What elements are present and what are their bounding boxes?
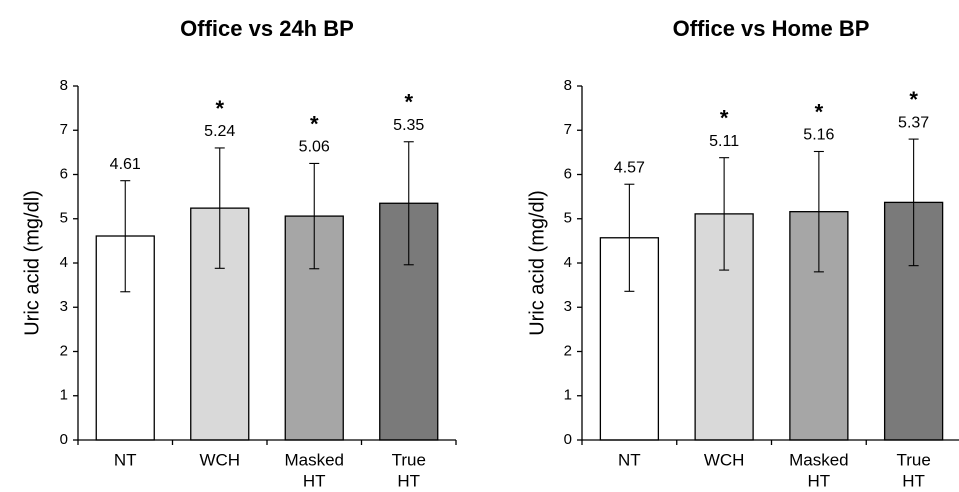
significance-marker: * (310, 111, 319, 136)
y-axis-label: Uric acid (mg/dl) (526, 190, 548, 336)
chart-panel-2: Office vs Home BP Uric acid (mg/dl) 0 1 2 3 4 5… (526, 16, 959, 490)
data-label: 5.16 (803, 127, 834, 144)
x-tick-label: WCH (704, 450, 745, 469)
y-tick-label: 6 (564, 165, 572, 182)
y-tick-label: 8 (564, 77, 572, 94)
data-label: 4.61 (110, 156, 141, 173)
y-tick-label: 2 (60, 342, 68, 359)
significance-marker: * (909, 87, 918, 112)
y-tick-label: 1 (564, 387, 572, 404)
x-tick-label: NT (114, 450, 137, 469)
significance-marker: * (404, 90, 413, 115)
significance-marker: * (720, 105, 729, 130)
data-label: 5.24 (204, 123, 235, 140)
y-tick-label: 2 (564, 342, 572, 359)
y-tick-label: 3 (564, 298, 572, 315)
data-label: 5.06 (299, 139, 330, 156)
y-tick-label: 6 (60, 165, 68, 182)
y-tick-label: 5 (564, 210, 572, 227)
y-tick-label: 4 (564, 254, 572, 271)
y-axis-label: Uric acid (mg/dl) (21, 190, 43, 336)
x-tick-label: True (392, 450, 426, 469)
y-tick-label: 5 (60, 210, 68, 227)
y-tick-label: 8 (60, 77, 68, 94)
significance-marker: * (815, 99, 824, 124)
y-tick-label: 7 (60, 121, 68, 138)
significance-marker: * (215, 96, 224, 121)
x-tick-label: Masked (789, 450, 849, 469)
data-label: 5.35 (393, 117, 424, 134)
y-tick-label: 3 (60, 298, 68, 315)
x-tick-label: Masked (284, 450, 344, 469)
x-tick-label: WCH (199, 450, 240, 469)
y-tick-label: 0 (60, 431, 68, 448)
y-tick-label: 7 (564, 121, 572, 138)
x-tick-label: True (896, 450, 930, 469)
chart-title: Office vs Home BP (673, 16, 870, 41)
x-tick-label: NT (618, 450, 641, 469)
x-tick-label: HT (902, 471, 925, 490)
data-label: 4.57 (614, 159, 645, 176)
chart-panel-1: Office vs 24h BP Uric acid (mg/dl) 0 1 2 3 4 5 6… (21, 16, 457, 490)
data-label: 5.37 (898, 114, 929, 131)
x-tick-label: HT (808, 471, 831, 490)
x-tick-label: HT (397, 471, 420, 490)
y-tick-label: 0 (564, 431, 572, 448)
y-tick-label: 1 (60, 387, 68, 404)
chart-title: Office vs 24h BP (180, 16, 354, 41)
x-tick-label: HT (303, 471, 326, 490)
data-label: 5.11 (709, 133, 739, 150)
y-tick-label: 4 (60, 254, 68, 271)
